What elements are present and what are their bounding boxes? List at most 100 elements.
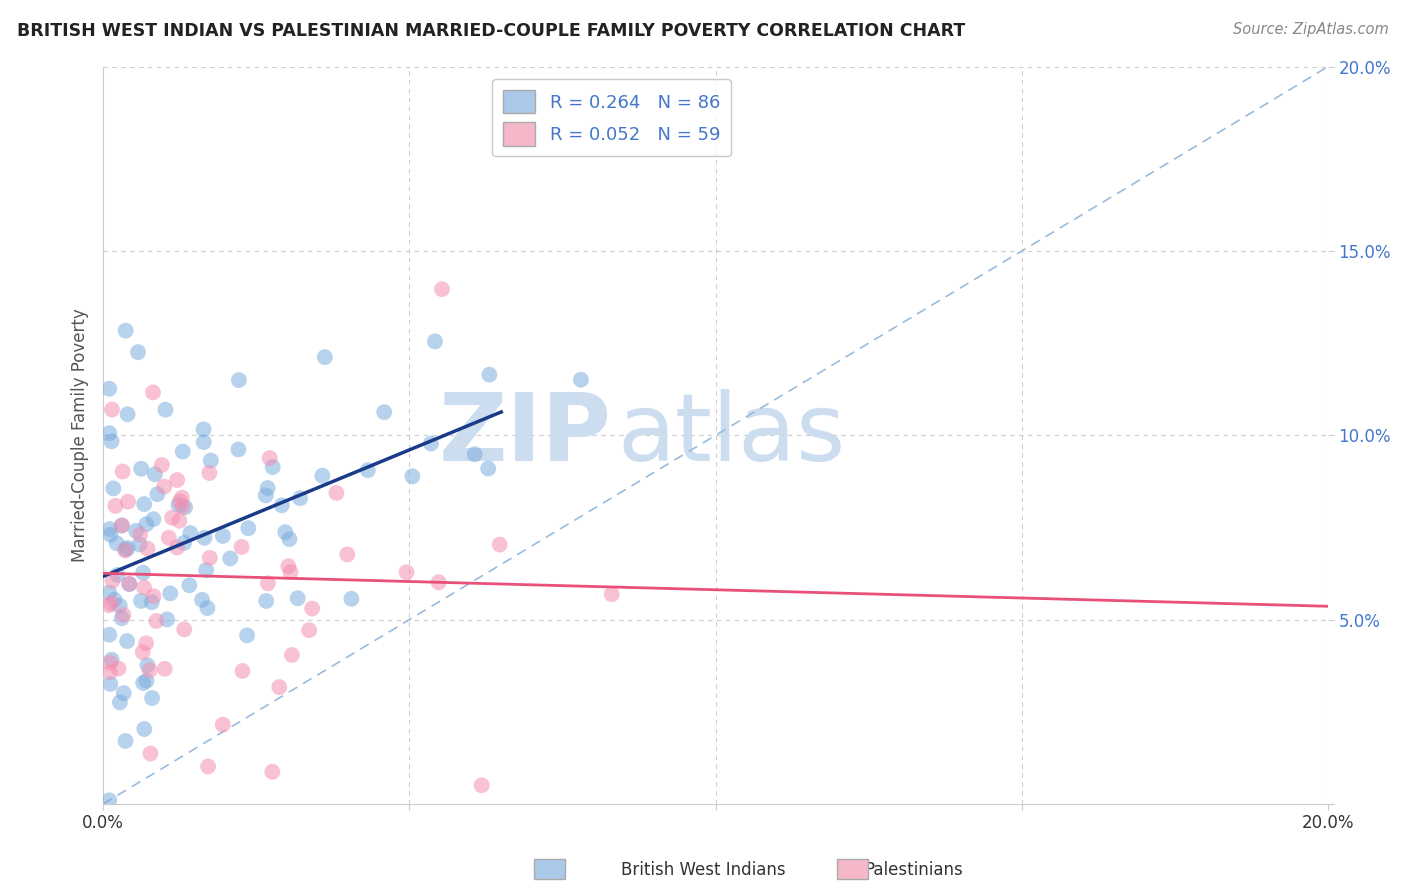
- Point: [153, 480, 176, 494]
- Text: BRITISH WEST INDIAN VS PALESTINIAN MARRIED-COUPLE FAMILY POVERTY CORRELATION CHA: BRITISH WEST INDIAN VS PALESTINIAN MARRI…: [17, 22, 965, 40]
- Point: [114, 542, 136, 557]
- Point: [262, 460, 284, 475]
- Point: [117, 494, 139, 508]
- Text: ZIP: ZIP: [439, 389, 612, 482]
- Point: [169, 514, 191, 528]
- Point: [298, 623, 321, 637]
- Point: [141, 691, 163, 706]
- Point: [569, 373, 592, 387]
- Point: [100, 596, 122, 610]
- Point: [274, 525, 297, 540]
- Point: [101, 574, 124, 588]
- Point: [193, 435, 215, 450]
- Point: [132, 676, 155, 690]
- Point: [134, 497, 156, 511]
- Point: [179, 578, 201, 592]
- Point: [169, 494, 191, 508]
- Point: [142, 512, 165, 526]
- Point: [134, 722, 156, 736]
- Point: [314, 350, 336, 364]
- Point: [135, 673, 157, 688]
- Point: [464, 447, 486, 461]
- Point: [219, 551, 242, 566]
- Point: [166, 541, 188, 555]
- Point: [254, 488, 277, 502]
- Point: [129, 527, 152, 541]
- Point: [98, 677, 121, 691]
- Point: [98, 599, 121, 613]
- Point: [420, 436, 443, 450]
- Point: [228, 373, 250, 387]
- Point: [117, 541, 139, 556]
- Point: [136, 541, 159, 556]
- Point: [259, 450, 281, 465]
- Point: [231, 540, 253, 554]
- Point: [160, 510, 183, 524]
- Point: [98, 426, 121, 441]
- Point: [167, 498, 190, 512]
- Point: [236, 628, 259, 642]
- Point: [100, 528, 122, 542]
- Point: [98, 382, 121, 396]
- Y-axis label: Married-Couple Family Poverty: Married-Couple Family Poverty: [72, 309, 89, 562]
- Point: [228, 442, 250, 457]
- Point: [146, 487, 169, 501]
- Point: [98, 628, 121, 642]
- Point: [111, 518, 134, 533]
- Point: [173, 536, 195, 550]
- Point: [401, 469, 423, 483]
- Point: [128, 537, 150, 551]
- Point: [478, 368, 501, 382]
- Point: [193, 531, 215, 545]
- Point: [111, 611, 134, 625]
- Point: [139, 747, 162, 761]
- Point: [173, 623, 195, 637]
- Point: [172, 500, 194, 514]
- Point: [108, 695, 131, 709]
- Point: [100, 653, 122, 667]
- Point: [179, 526, 201, 541]
- Point: [135, 636, 157, 650]
- Point: [430, 282, 453, 296]
- Point: [105, 536, 128, 550]
- Point: [143, 467, 166, 482]
- Point: [132, 645, 155, 659]
- Point: [172, 444, 194, 458]
- Point: [262, 764, 284, 779]
- Point: [114, 543, 136, 558]
- Point: [278, 532, 301, 546]
- Text: Source: ZipAtlas.com: Source: ZipAtlas.com: [1233, 22, 1389, 37]
- Point: [156, 612, 179, 626]
- Point: [155, 402, 177, 417]
- Point: [477, 461, 499, 475]
- Point: [136, 658, 159, 673]
- Point: [114, 324, 136, 338]
- Point: [112, 686, 135, 700]
- Text: atlas: atlas: [617, 389, 846, 482]
- Point: [270, 499, 292, 513]
- Point: [166, 473, 188, 487]
- Point: [129, 461, 152, 475]
- Point: [125, 524, 148, 538]
- Point: [254, 594, 277, 608]
- Point: [257, 576, 280, 591]
- Point: [198, 466, 221, 480]
- Point: [101, 402, 124, 417]
- Point: [129, 594, 152, 608]
- Point: [132, 581, 155, 595]
- Point: [118, 577, 141, 591]
- Point: [288, 491, 311, 506]
- Point: [269, 680, 291, 694]
- Point: [600, 587, 623, 601]
- Point: [153, 662, 176, 676]
- Point: [145, 614, 167, 628]
- Point: [170, 491, 193, 505]
- Point: [195, 563, 218, 577]
- Point: [423, 334, 446, 349]
- Point: [357, 463, 380, 477]
- Point: [340, 591, 363, 606]
- Point: [103, 592, 125, 607]
- Point: [111, 518, 134, 533]
- Point: [108, 599, 131, 613]
- Point: [98, 793, 121, 807]
